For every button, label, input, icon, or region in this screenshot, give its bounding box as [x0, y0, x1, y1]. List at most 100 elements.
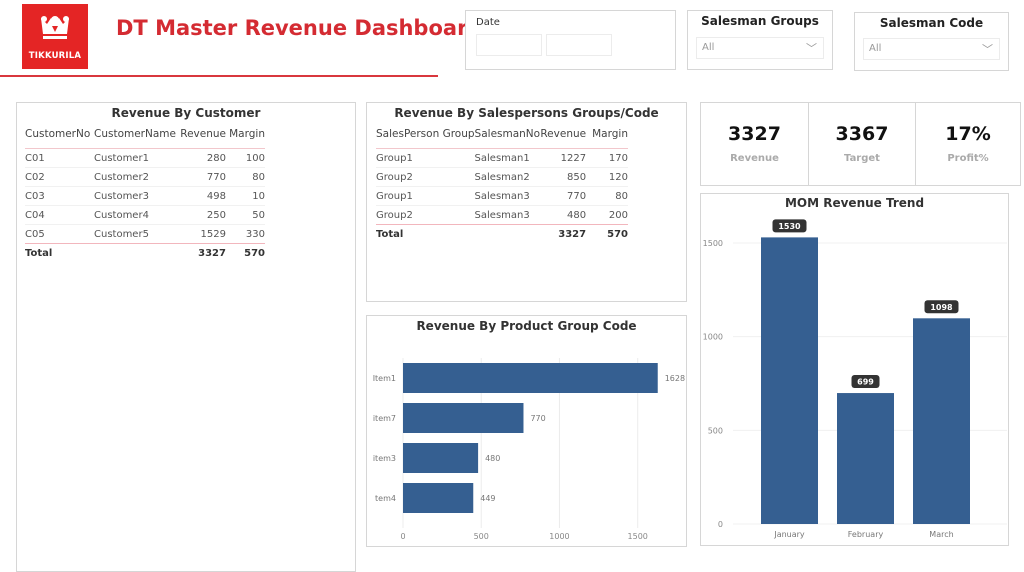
crown-icon	[41, 16, 69, 39]
salesman-groups-dropdown[interactable]: All ﹀	[696, 37, 824, 59]
col-revenue[interactable]: Revenue	[540, 128, 587, 149]
table-row[interactable]: C05 Customer5 1529 330	[25, 224, 265, 244]
cell-customername: Customer2	[94, 167, 176, 187]
mom-revenue-bar-chart: 0 500 1000 1500 1530 January 699 February 1098 Ma…	[703, 219, 1007, 539]
x-tick-label: 1500	[628, 532, 648, 541]
table-row[interactable]: C01 Customer1 280 100	[25, 148, 265, 168]
cell-margin: 170	[586, 148, 628, 168]
table-row[interactable]: C03 Customer3 498 10	[25, 186, 265, 206]
revenue-by-salesperson-title: Revenue By Salespersons Groups/Code	[394, 106, 659, 120]
mom-chart-title: MOM Revenue Trend	[784, 196, 925, 210]
customer-table: CustomerNo CustomerName Revenue Margin C…	[25, 128, 265, 262]
cell-revenue: 1227	[540, 148, 587, 168]
table-row[interactable]: C02 Customer2 770 80	[25, 167, 265, 187]
cell-group: Group2	[376, 205, 475, 225]
date-slicer: Date	[465, 10, 676, 70]
col-margin[interactable]: Margin	[225, 128, 265, 149]
table-row[interactable]: C04 Customer4 250 50	[25, 205, 265, 225]
data-label: 1098	[930, 303, 953, 312]
date-start-input[interactable]	[476, 34, 542, 56]
col-revenue[interactable]: Revenue	[175, 128, 226, 149]
cell-customerno: C05	[25, 224, 94, 244]
y-tick-label: 0	[718, 520, 723, 529]
cell-margin: 10	[225, 186, 265, 206]
cell-margin: 50	[225, 205, 265, 225]
category-label: March	[929, 530, 953, 539]
y-tick-label: 1500	[703, 239, 723, 248]
y-tick-label: 1000	[703, 333, 723, 342]
bar	[403, 483, 474, 513]
table-row[interactable]: Group1 Salesman1 1227 170	[376, 148, 628, 168]
cell-margin: 80	[225, 167, 265, 187]
table-total-row: Total 3327 570	[25, 244, 265, 263]
cell-revenue: 280	[175, 148, 226, 168]
data-label: 1530	[778, 222, 801, 231]
data-label: 1628	[665, 374, 685, 383]
bar	[403, 403, 524, 433]
col-salesmanno[interactable]: SalesmanNo	[474, 128, 541, 149]
table-row[interactable]: Group1 Salesman3 770 80	[376, 186, 628, 206]
cell-customerno: C03	[25, 186, 94, 206]
cell-revenue: 850	[540, 167, 587, 187]
date-end-input[interactable]	[546, 34, 612, 56]
table-row[interactable]: Group2 Salesman3 480 200	[376, 205, 628, 225]
bar	[403, 443, 479, 473]
mom-revenue-chart-panel: MOM Revenue Trend 0 500 1000 1500 1530 Januar…	[700, 193, 1009, 546]
category-label: tem4	[375, 494, 396, 503]
category-label: item7	[373, 414, 396, 423]
bar	[913, 318, 970, 524]
data-label-bg	[851, 375, 880, 389]
cell-revenue: 498	[175, 186, 226, 206]
cell-salesmanno: Salesman2	[474, 167, 541, 187]
col-margin[interactable]: Margin	[586, 128, 628, 149]
cell-customerno: C01	[25, 148, 94, 168]
cell-customername: Customer4	[94, 205, 176, 225]
cell-salesmanno: Salesman1	[474, 148, 541, 168]
col-salesperson-group[interactable]: SalesPerson Group	[376, 128, 475, 149]
cell-margin: 200	[586, 205, 628, 225]
cell-group: Group2	[376, 167, 475, 187]
product-group-bar-chart: 0 500 1000 1500 Item1 1628 item7 770 item3 480 tem…	[373, 358, 685, 541]
cell-customername: Customer5	[94, 224, 176, 244]
x-tick-label: 500	[474, 532, 489, 541]
x-tick-label: 0	[400, 532, 405, 541]
date-label: Date	[476, 17, 500, 28]
cell-revenue: 480	[540, 205, 587, 225]
salesman-groups-slicer: Salesman Groups All ﹀	[687, 10, 833, 70]
salesman-code-dropdown[interactable]: All ﹀	[863, 38, 1000, 60]
dashboard-title: DT Master Revenue Dashboard	[116, 16, 483, 40]
cell-group: Group1	[376, 186, 475, 206]
kpi-label: Target	[844, 153, 880, 164]
title-divider	[0, 75, 438, 77]
data-label: 480	[485, 454, 500, 463]
table-row[interactable]: Group2 Salesman2 850 120	[376, 167, 628, 187]
salesman-code-value: All	[869, 43, 882, 54]
kpi-profit-card: 17% Profit%	[915, 102, 1021, 186]
chevron-down-icon: ﹀	[806, 42, 817, 55]
cell-customername: Customer1	[94, 148, 176, 168]
cell-margin: 120	[586, 167, 628, 187]
kpi-label: Profit%	[947, 153, 989, 164]
cell-revenue: 250	[175, 205, 226, 225]
bar	[837, 393, 894, 524]
cell-salesmanno: Salesman3	[474, 205, 541, 225]
total-revenue: 3327	[198, 247, 226, 259]
cell-customerno: C04	[25, 205, 94, 225]
salesperson-table: SalesPerson Group SalesmanNo Revenue Mar…	[376, 128, 628, 243]
salesman-groups-label: Salesman Groups	[701, 14, 819, 28]
cell-margin: 100	[225, 148, 265, 168]
product-chart-title: Revenue By Product Group Code	[416, 319, 637, 333]
kpi-target-card: 3367 Target	[808, 102, 916, 186]
cell-customerno: C02	[25, 167, 94, 187]
total-revenue: 3327	[558, 228, 587, 240]
table-header-row: SalesPerson Group SalesmanNo Revenue Mar…	[376, 128, 628, 149]
salesman-code-slicer: Salesman Code All ﹀	[854, 12, 1009, 71]
col-customername[interactable]: CustomerName	[94, 128, 176, 149]
cell-revenue: 770	[175, 167, 226, 187]
data-label-bg	[924, 300, 959, 314]
cell-margin: 80	[586, 186, 628, 206]
cell-revenue: 770	[540, 186, 587, 206]
kpi-value: 17%	[945, 123, 991, 145]
y-tick-label: 500	[708, 426, 723, 435]
col-customerno[interactable]: CustomerNo	[25, 128, 94, 149]
